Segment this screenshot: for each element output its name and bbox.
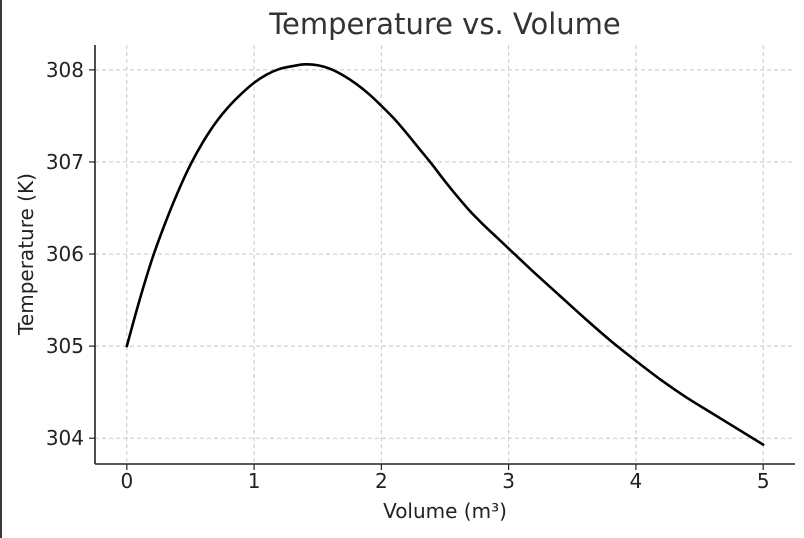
x-axis-label: Volume (m³)	[383, 499, 507, 523]
curve-layer	[125, 63, 765, 446]
x-tick-label: 2	[375, 469, 388, 493]
temperature-series-line	[125, 63, 765, 446]
x-tick-label: 4	[630, 469, 643, 493]
tick-layer: 0 1 2 3 4 5 304 305 306 307 308	[46, 58, 770, 493]
x-tick-label: 0	[120, 469, 133, 493]
y-tick-label: 308	[46, 58, 84, 82]
grid-layer	[95, 45, 795, 464]
chart-title: Temperature vs. Volume	[268, 7, 620, 41]
window-left-edge	[0, 0, 2, 538]
x-tick-label: 1	[248, 469, 261, 493]
x-tick-label: 3	[502, 469, 515, 493]
y-tick-label: 305	[46, 334, 84, 358]
y-tick-label: 307	[46, 150, 84, 174]
y-axis-label: Temperature (K)	[14, 173, 38, 336]
y-tick-label: 304	[46, 426, 84, 450]
y-tick-label: 306	[46, 242, 84, 266]
x-tick-label: 5	[757, 469, 770, 493]
